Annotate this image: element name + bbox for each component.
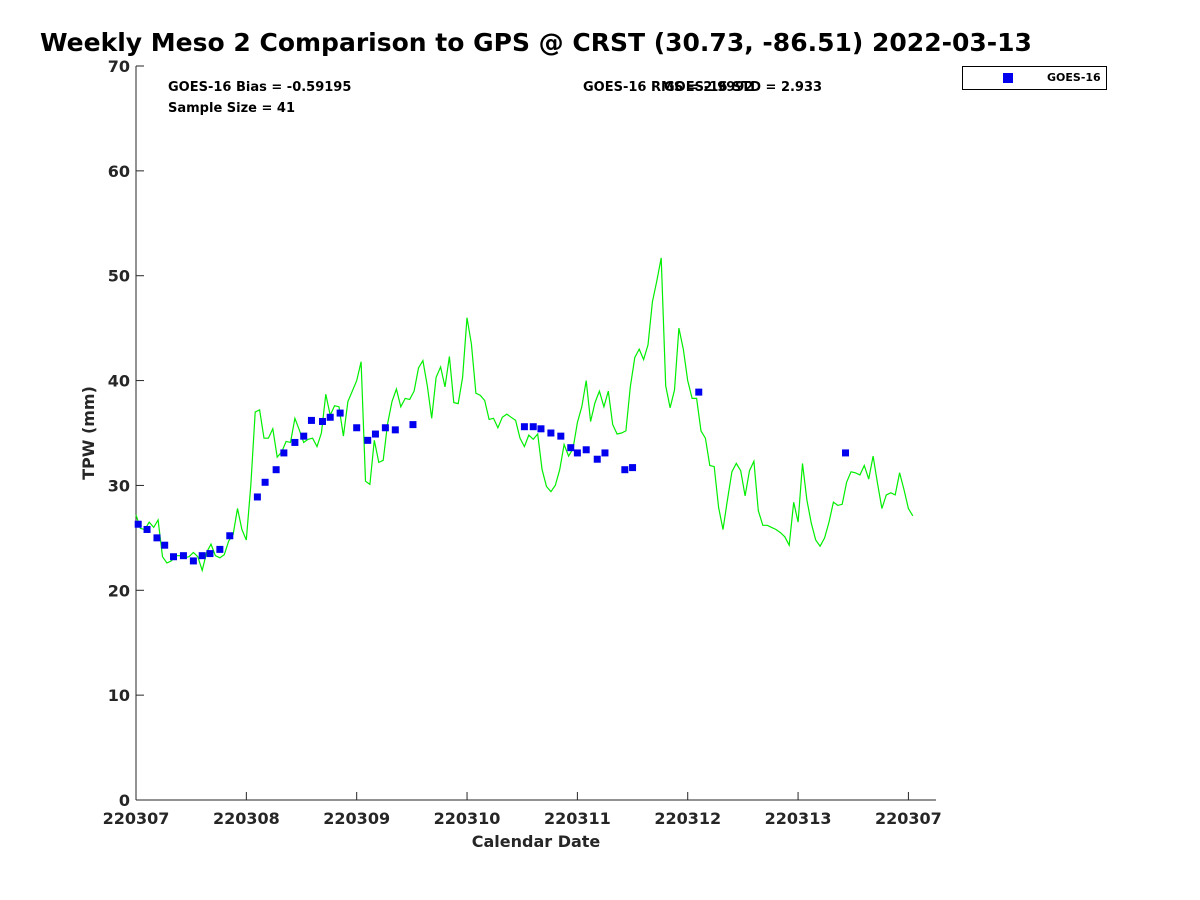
bias-stat: GOES-16 Bias = -0.59195 xyxy=(168,80,352,95)
goes16-point xyxy=(371,430,379,438)
goes16-point xyxy=(326,413,334,421)
legend-label-goes16: GOES-16 xyxy=(1047,71,1101,84)
goes16-point xyxy=(582,446,590,454)
sample-size-stat: Sample Size = 41 xyxy=(168,101,296,116)
goes16-point xyxy=(567,444,575,452)
legend-swatch-goes16 xyxy=(1003,73,1013,83)
x-tick-label: 220309 xyxy=(323,809,390,828)
gps-series-line xyxy=(135,257,914,573)
goes16-point xyxy=(216,545,224,553)
goes16-point xyxy=(179,552,187,560)
y-tick-label: 20 xyxy=(108,581,130,600)
goes16-point xyxy=(272,466,280,474)
x-tick-label: 220310 xyxy=(434,809,501,828)
goes16-point xyxy=(318,417,326,425)
goes16-point xyxy=(391,426,399,434)
goes16-point xyxy=(307,416,315,424)
y-tick-label: 50 xyxy=(108,267,130,286)
goes16-point xyxy=(336,409,344,417)
y-tick-label: 30 xyxy=(108,476,130,495)
goes16-point xyxy=(537,425,545,433)
goes16-point xyxy=(291,438,299,446)
goes16-point xyxy=(253,493,261,501)
x-tick-label: 220307 xyxy=(875,809,942,828)
x-tick-label: 220311 xyxy=(544,809,611,828)
goes16-point xyxy=(409,421,417,429)
goes16-point xyxy=(557,432,565,440)
goes16-point xyxy=(300,432,308,440)
goes16-point xyxy=(695,388,703,396)
goes16-point xyxy=(529,423,537,431)
goes16-point xyxy=(601,449,609,457)
goes16-point xyxy=(593,455,601,463)
goes16-point xyxy=(226,532,234,540)
y-tick-label: 40 xyxy=(108,372,130,391)
goes16-point xyxy=(381,424,389,432)
std-stat: GOES-16 STD = 2.933 xyxy=(664,80,823,95)
y-axis-label: TPW (mm) xyxy=(79,386,98,480)
goes16-point xyxy=(364,436,372,444)
goes16-point xyxy=(206,550,214,558)
y-tick-label: 70 xyxy=(108,57,130,76)
goes16-point xyxy=(143,525,151,533)
goes16-point xyxy=(353,424,361,432)
x-tick-label: 220313 xyxy=(765,809,832,828)
goes16-point xyxy=(547,429,555,437)
goes16-point xyxy=(629,464,637,472)
goes16-point xyxy=(621,466,629,474)
goes16-point xyxy=(161,541,169,549)
goes16-point xyxy=(842,449,850,457)
x-tick-label: 220308 xyxy=(213,809,280,828)
chart-title: Weekly Meso 2 Comparison to GPS @ CRST (… xyxy=(40,28,1032,57)
goes16-point xyxy=(261,478,269,486)
legend: GOES-16 xyxy=(962,66,1107,90)
x-tick-label: 220312 xyxy=(654,809,721,828)
goes16-point xyxy=(573,449,581,457)
rms-stat: GOES-16 RMS = 2.9992 xyxy=(583,80,754,95)
y-tick-label: 10 xyxy=(108,686,130,705)
x-tick-label: 220307 xyxy=(103,809,170,828)
goes16-point xyxy=(134,520,142,528)
goes16-point xyxy=(189,557,197,565)
y-tick-label: 0 xyxy=(119,791,130,810)
goes16-point xyxy=(280,449,288,457)
goes16-point xyxy=(198,552,206,560)
y-tick-label: 60 xyxy=(108,162,130,181)
x-axis-label: Calendar Date xyxy=(472,832,601,851)
goes16-point xyxy=(170,553,178,561)
goes16-point xyxy=(153,534,161,542)
goes16-point xyxy=(520,423,528,431)
